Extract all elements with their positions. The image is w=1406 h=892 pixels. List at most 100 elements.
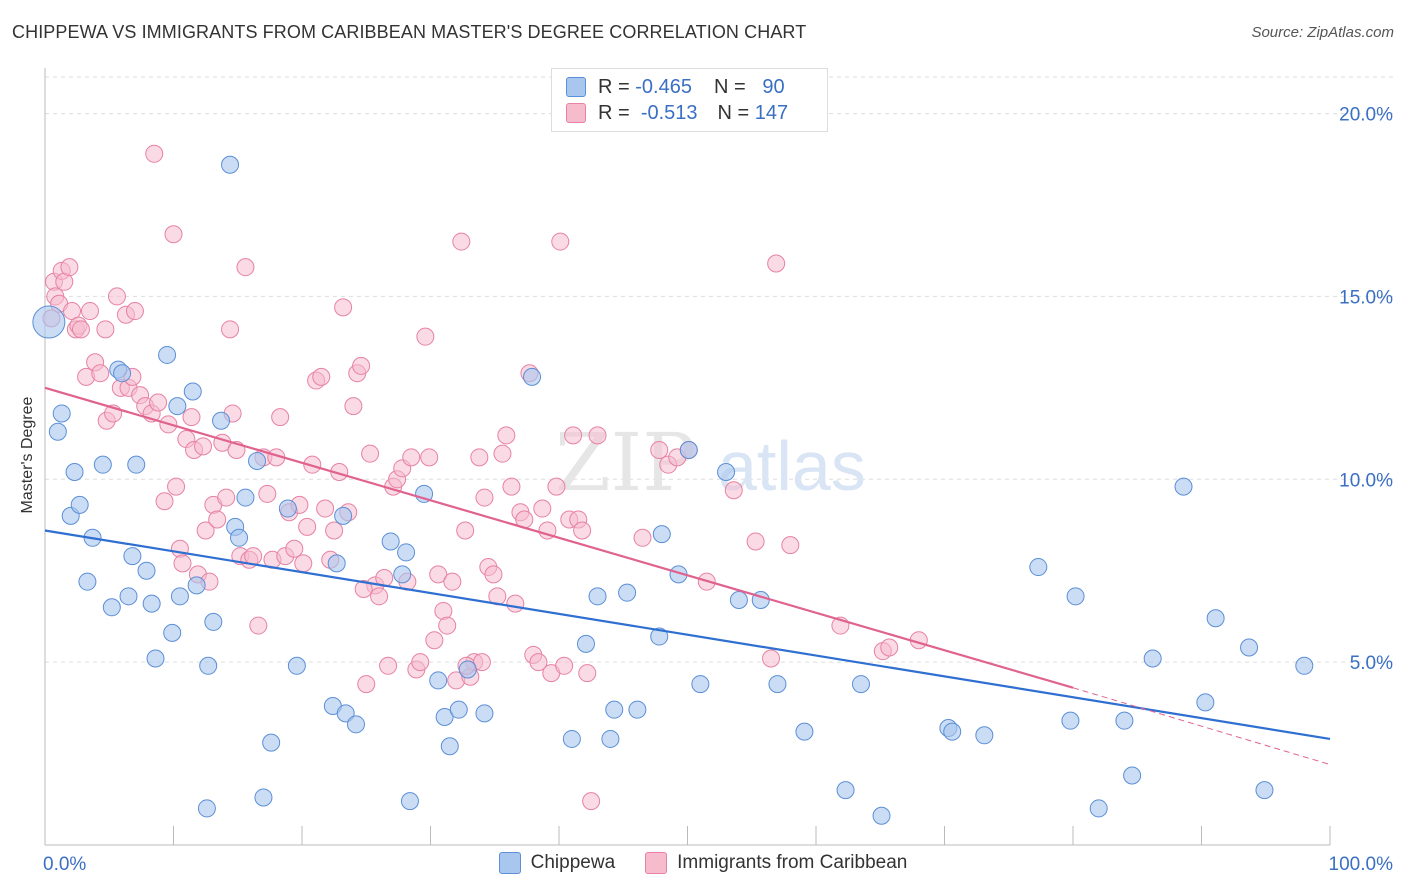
caribbean-point — [475, 488, 494, 507]
chippewa-point — [605, 700, 624, 719]
caribbean-point — [294, 554, 313, 573]
caribbean-trend-line — [44, 386, 1074, 689]
chippewa-point — [400, 792, 419, 811]
chippewa-points — [32, 155, 1314, 825]
chippewa-point — [70, 495, 89, 514]
chippewa-trend-line — [44, 529, 1331, 741]
tick-labels: 5.0% 10.0% 15.0% 20.0% 0.0% 100.0% — [43, 105, 1393, 875]
chippewa-point — [1123, 766, 1142, 785]
caribbean-point — [724, 481, 743, 500]
chippewa-point — [1115, 711, 1134, 730]
chippewa-point — [601, 729, 620, 748]
caribbean-point — [125, 302, 144, 321]
caribbean-point — [167, 477, 186, 496]
caribbean-point — [497, 426, 516, 445]
caribbean-point — [762, 649, 781, 668]
chippewa-point — [123, 547, 142, 566]
caribbean-point — [258, 484, 277, 503]
caribbean-swatch — [566, 103, 586, 123]
chippewa-point — [78, 572, 97, 591]
x-tick-label: 100.0% — [1329, 854, 1394, 875]
legend-row-caribbean: R = -0.513 N = 147 — [566, 101, 788, 125]
y-tick-label: 20.0% — [1339, 105, 1393, 126]
chippewa-point — [1174, 477, 1193, 496]
caribbean-point — [493, 444, 512, 463]
chippewa-point — [397, 543, 416, 562]
legend-item-caribbean[interactable]: Immigrants from Caribbean — [645, 852, 907, 874]
chippewa-point — [943, 722, 962, 741]
legend-row-chippewa: R = -0.465 N = 90 — [566, 75, 785, 99]
chippewa-point — [248, 452, 267, 470]
gridlines — [45, 76, 1393, 663]
trend-lines — [44, 386, 1331, 766]
caribbean-point — [578, 664, 597, 683]
chippewa-point — [1240, 638, 1259, 657]
chippewa-point — [119, 587, 138, 606]
y-tick-label: 10.0% — [1339, 470, 1393, 491]
caribbean-point — [416, 327, 435, 346]
chippewa-point — [381, 532, 400, 551]
legend-item-chippewa[interactable]: Chippewa — [498, 852, 616, 874]
caribbean-point — [547, 477, 566, 496]
caribbean-point — [249, 616, 268, 635]
chippewa-point — [475, 704, 494, 723]
caribbean-legend-label: Immigrants from Caribbean — [677, 852, 908, 873]
caribbean-point — [354, 580, 373, 598]
caribbean-point — [155, 492, 174, 511]
chippewa-point — [65, 462, 84, 481]
stats-legend: R = -0.465 N = 90 R = -0.513 N = 147 — [551, 68, 828, 132]
legend-n-label: N = — [717, 101, 750, 124]
chippewa-point — [836, 781, 855, 800]
legend-r-label: R = — [598, 75, 630, 98]
chippewa-point — [576, 634, 595, 653]
chippewa-point — [204, 612, 223, 631]
chippewa-point — [158, 345, 177, 364]
chippewa-point — [872, 806, 891, 825]
caribbean-point — [236, 258, 255, 277]
chippewa-point — [1061, 711, 1080, 730]
chippewa-point — [32, 305, 66, 339]
caribbean-point — [344, 397, 363, 416]
chippewa-point — [440, 737, 459, 756]
caribbean-point — [244, 547, 263, 566]
caribbean-point — [271, 408, 290, 427]
series-legend: Chippewa Immigrants from Caribbean — [0, 852, 1406, 874]
y-tick-label: 5.0% — [1350, 653, 1393, 674]
legend-n-value: 90 — [762, 75, 785, 98]
caribbean-point — [588, 426, 607, 445]
caribbean-point — [506, 594, 525, 613]
watermark-atlas: atlas — [718, 427, 866, 505]
caribbean-point — [781, 536, 800, 555]
caribbean-point — [352, 356, 371, 375]
chippewa-point — [168, 397, 187, 416]
chippewa-point — [346, 715, 365, 734]
caribbean-point — [411, 653, 430, 672]
caribbean-point — [170, 539, 189, 558]
chippewa-point — [170, 587, 189, 606]
chippewa-point — [163, 623, 182, 642]
caribbean-point — [217, 488, 236, 507]
caribbean-point — [582, 792, 601, 811]
chippewa-point — [199, 656, 218, 675]
chippewa-legend-swatch — [498, 852, 521, 874]
caribbean-point — [484, 565, 503, 584]
chippewa-point — [1066, 587, 1085, 606]
caribbean-point — [312, 367, 331, 386]
chippewa-point — [458, 660, 477, 679]
chippewa-point — [236, 488, 255, 507]
caribbean-point — [472, 653, 491, 672]
chippewa-point — [146, 649, 165, 668]
chippewa-point — [278, 499, 297, 518]
caribbean-point — [502, 477, 521, 496]
caribbean-points — [42, 144, 928, 811]
caribbean-point — [551, 232, 570, 251]
chippewa-point — [187, 576, 206, 595]
chippewa-point — [628, 700, 647, 719]
chippewa-point — [52, 404, 71, 423]
chippewa-point — [102, 598, 121, 617]
caribbean-point — [533, 499, 552, 518]
chippewa-legend-label: Chippewa — [530, 852, 616, 873]
caribbean-point — [746, 532, 765, 551]
chippewa-point — [48, 422, 67, 441]
